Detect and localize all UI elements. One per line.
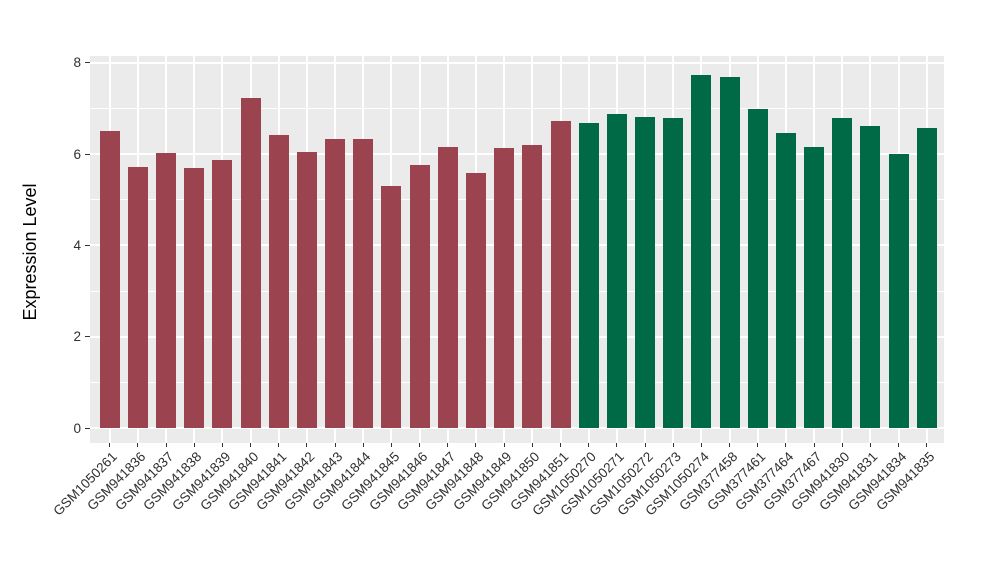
x-tick-mark bbox=[926, 443, 928, 447]
x-tick-mark bbox=[475, 443, 477, 447]
y-tick-mark bbox=[85, 427, 90, 429]
y-tick-mark bbox=[85, 336, 90, 338]
x-tick-mark bbox=[250, 443, 252, 447]
x-tick-mark bbox=[869, 443, 871, 447]
expression-bar bbox=[775, 133, 796, 428]
expression-bar bbox=[522, 144, 543, 428]
expression-bar bbox=[719, 77, 740, 428]
expression-bar bbox=[212, 159, 233, 428]
expression-bar bbox=[916, 128, 937, 428]
x-tick-mark bbox=[109, 443, 111, 447]
expression-bar bbox=[240, 97, 261, 428]
y-tick-label: 4 bbox=[73, 237, 81, 253]
expression-bar bbox=[494, 147, 515, 428]
expression-bar bbox=[127, 166, 148, 428]
minor-gridline bbox=[90, 107, 944, 109]
major-gridline bbox=[90, 335, 944, 338]
y-tick-label: 0 bbox=[73, 420, 81, 436]
minor-gridline bbox=[90, 290, 944, 292]
x-tick-mark bbox=[419, 443, 421, 447]
expression-bar bbox=[99, 131, 120, 428]
expression-bar bbox=[156, 153, 176, 428]
x-tick-mark bbox=[757, 443, 759, 447]
x-tick-mark bbox=[221, 443, 223, 447]
expression-bar bbox=[606, 113, 627, 428]
expression-bar bbox=[832, 118, 853, 428]
y-tick-mark bbox=[85, 153, 90, 155]
y-tick-label: 6 bbox=[73, 146, 81, 162]
y-tick-label: 2 bbox=[73, 329, 81, 345]
y-axis-title: Expression Level bbox=[20, 183, 40, 321]
x-tick-mark bbox=[644, 443, 646, 447]
x-tick-label-slot: GSM941835 bbox=[757, 448, 937, 513]
expression-bar bbox=[296, 152, 317, 428]
major-gridline bbox=[90, 244, 944, 247]
minor-gridline bbox=[90, 381, 944, 383]
x-tick-mark bbox=[334, 443, 336, 447]
x-tick-mark bbox=[813, 443, 815, 447]
expression-bar bbox=[325, 139, 346, 428]
x-tick-mark bbox=[362, 443, 364, 447]
x-tick-mark bbox=[616, 443, 618, 447]
major-gridline bbox=[90, 61, 944, 64]
y-tick-mark bbox=[85, 62, 90, 64]
expression-bar bbox=[465, 173, 486, 428]
x-tick-mark bbox=[841, 443, 843, 447]
expression-bar bbox=[804, 146, 824, 428]
major-gridline bbox=[90, 153, 944, 155]
x-tick-mark bbox=[729, 443, 730, 447]
expression-bar bbox=[860, 126, 881, 428]
expression-bar bbox=[184, 167, 205, 428]
expression-bar bbox=[578, 123, 599, 428]
x-tick-mark bbox=[165, 443, 167, 447]
plot-panel bbox=[90, 56, 944, 443]
expression-bar bbox=[663, 118, 684, 428]
expression-bar bbox=[691, 74, 712, 428]
x-tick-mark bbox=[672, 443, 674, 447]
x-tick-mark bbox=[278, 443, 280, 447]
x-tick-mark bbox=[137, 443, 139, 447]
expression-bar bbox=[747, 109, 768, 428]
x-tick-mark bbox=[503, 443, 505, 447]
expression-bar bbox=[268, 135, 289, 428]
expression-bar bbox=[381, 186, 402, 428]
expression-bar bbox=[353, 139, 374, 428]
x-tick-mark bbox=[700, 443, 702, 447]
x-tick-mark bbox=[560, 443, 561, 447]
y-tick-mark bbox=[85, 244, 90, 246]
y-tick-label: 8 bbox=[73, 55, 81, 71]
x-tick-mark bbox=[785, 443, 787, 447]
x-tick-mark bbox=[531, 443, 533, 447]
x-tick-mark bbox=[306, 443, 308, 447]
expression-bar bbox=[635, 116, 655, 428]
x-tick-mark bbox=[898, 443, 899, 447]
expression-bar bbox=[409, 165, 430, 428]
major-gridline bbox=[90, 427, 944, 429]
expression-bar bbox=[437, 146, 458, 428]
x-tick-mark bbox=[193, 443, 195, 447]
x-tick-mark bbox=[447, 443, 449, 447]
expression-bar bbox=[550, 120, 571, 428]
x-tick-mark bbox=[390, 443, 392, 447]
expression-bar bbox=[888, 153, 909, 428]
minor-gridline bbox=[90, 199, 944, 201]
x-tick-mark bbox=[588, 443, 590, 447]
